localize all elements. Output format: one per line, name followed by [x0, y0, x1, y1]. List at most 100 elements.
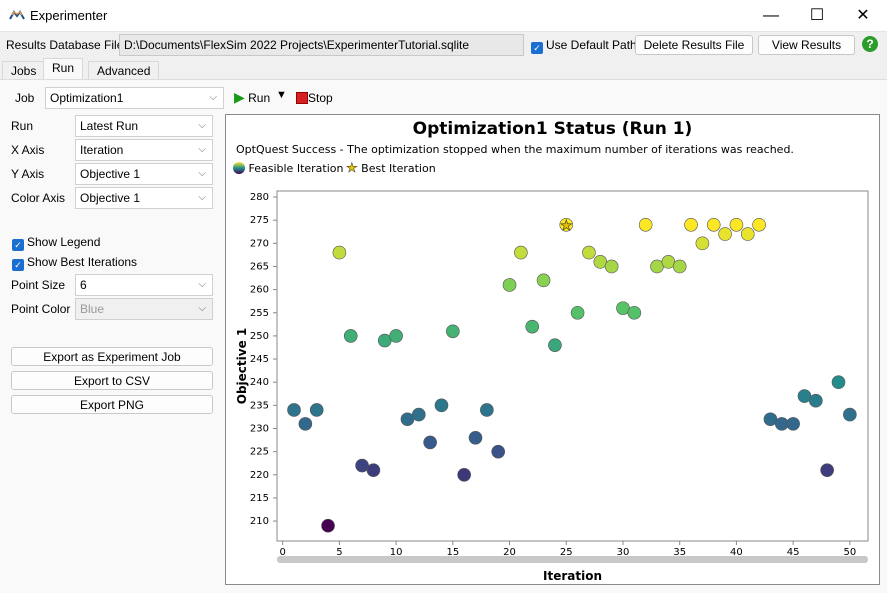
close-button[interactable]: ✕ — [856, 7, 870, 24]
run-select[interactable]: Latest Run ⌵ — [75, 115, 213, 137]
y-axis-label: Y Axis — [11, 167, 45, 181]
data-point — [366, 463, 381, 477]
view-results-button[interactable]: View Results — [758, 35, 855, 55]
data-point — [843, 407, 857, 422]
y-tick-label: 230 — [250, 424, 269, 435]
scatter-plot: 0 5 10 15 20 25 30 35 40 45 50 210 215 220 225 230 235 24… — [235, 190, 869, 583]
stop-icon — [296, 92, 308, 104]
data-point — [298, 417, 313, 431]
run-button[interactable]: ▶ Run — [234, 89, 270, 106]
chart-subtitle: OptQuest Success - The optimization stop… — [236, 143, 794, 156]
color-axis-value: Objective 1 — [80, 191, 141, 205]
data-point — [536, 273, 551, 288]
checkbox-checked-icon: ✓ — [12, 259, 24, 271]
x-tick-label: 45 — [787, 547, 800, 558]
point-color-value: Blue — [80, 302, 105, 316]
tab-advanced[interactable]: Advanced — [88, 61, 160, 80]
data-point — [706, 217, 721, 232]
chevron-down-icon: ⌵ — [209, 92, 217, 103]
x-tick-label: 20 — [503, 547, 516, 558]
point-color-label: Point Color — [11, 302, 71, 316]
tab-run[interactable]: Run — [43, 58, 84, 80]
minimize-button[interactable]: — — [763, 7, 779, 24]
data-point — [672, 259, 687, 274]
db-path-field[interactable]: D:\Documents\FlexSim 2022 Projects\Exper… — [119, 34, 524, 56]
tab-jobs[interactable]: Jobs — [2, 61, 46, 80]
data-point — [332, 245, 347, 260]
color-axis-select[interactable]: Objective 1 ⌵ — [75, 187, 213, 209]
x-tick-label: 40 — [730, 547, 743, 558]
data-point — [343, 329, 358, 343]
y-tick-label: 275 — [250, 215, 269, 226]
x-tick-label: 25 — [560, 547, 573, 558]
data-point — [480, 403, 494, 417]
data-point — [831, 375, 846, 390]
maximize-button[interactable]: ☐ — [809, 7, 825, 24]
data-point — [638, 217, 653, 232]
export-png-button[interactable]: Export PNG — [11, 395, 213, 414]
job-select[interactable]: Optimization1 ⌵ — [45, 87, 224, 109]
use-default-path-checkbox[interactable]: ✓ Use Default Path — [531, 38, 637, 54]
y-tick-label: 255 — [250, 308, 269, 319]
db-file-label: Results Database File — [6, 38, 124, 52]
help-icon[interactable]: ? — [862, 36, 878, 52]
export-csv-button[interactable]: Export to CSV — [11, 371, 213, 390]
feasible-legend-icon — [233, 162, 245, 174]
chevron-down-icon: ⌵ — [198, 168, 206, 179]
data-point — [559, 217, 574, 232]
x-tick-label: 15 — [446, 547, 459, 558]
best-iteration-star-icon: ★ — [560, 217, 573, 233]
data-point — [411, 407, 426, 422]
show-best-label: Show Best Iterations — [27, 255, 138, 269]
data-point — [570, 305, 585, 320]
play-icon: ▶ — [234, 89, 245, 105]
run-value: Latest Run — [80, 119, 139, 133]
job-label: Job — [15, 91, 35, 105]
run-label: Run — [11, 119, 34, 133]
y-tick-label: 220 — [250, 470, 269, 481]
point-size-select[interactable]: 6 ⌵ — [75, 274, 213, 296]
checkbox-checked-icon: ✓ — [531, 42, 543, 54]
chart-title: Optimization1 Status (Run 1) — [412, 119, 693, 139]
x-tick-label: 50 — [843, 547, 856, 558]
run-dropdown-arrow-icon[interactable]: ▼ — [276, 89, 287, 101]
y-tick-label: 225 — [250, 447, 269, 458]
plot-area — [276, 190, 869, 542]
y-tick-label: 250 — [250, 331, 269, 342]
horizontal-scrollbar[interactable] — [277, 556, 868, 563]
data-point — [446, 324, 460, 339]
y-tick-label: 235 — [250, 400, 269, 411]
window-title: Experimenter — [30, 8, 108, 23]
stop-button[interactable]: Stop — [296, 91, 333, 105]
y-axis-select[interactable]: Objective 1 ⌵ — [75, 163, 213, 185]
delete-results-button[interactable]: Delete Results File — [635, 35, 753, 55]
data-point — [604, 259, 619, 274]
x-tick-label: 5 — [336, 547, 342, 558]
stop-label: Stop — [308, 91, 333, 105]
data-point — [423, 435, 437, 450]
x-axis-value: Iteration — [80, 143, 124, 157]
point-size-value: 6 — [80, 278, 87, 292]
data-point — [684, 217, 698, 232]
chevron-down-icon: ⌵ — [198, 144, 206, 155]
export-experiment-job-button[interactable]: Export as Experiment Job — [11, 347, 213, 366]
y-axis-value: Objective 1 — [80, 167, 141, 181]
show-legend-checkbox[interactable]: ✓ Show Legend — [12, 235, 100, 251]
chevron-down-icon: ⌵ — [198, 303, 206, 314]
show-legend-label: Show Legend — [27, 235, 101, 249]
y-tick-label: 210 — [250, 516, 269, 527]
data-point — [729, 217, 744, 232]
data-point — [548, 338, 562, 352]
legend-best-label: Best Iteration — [361, 162, 436, 175]
x-tick-label: 10 — [390, 547, 403, 558]
y-tick-label: 245 — [250, 354, 269, 365]
legend-best: ★ Best Iteration — [346, 161, 436, 177]
chart-panel: Optimization1 Status (Run 1) OptQuest Su… — [225, 114, 880, 585]
y-tick-label: 260 — [250, 285, 269, 296]
y-tick-label: 240 — [250, 377, 269, 388]
data-point — [491, 444, 505, 459]
chevron-down-icon: ⌵ — [198, 120, 206, 131]
data-point — [389, 329, 403, 343]
show-best-iterations-checkbox[interactable]: ✓ Show Best Iterations — [12, 255, 137, 271]
x-axis-select[interactable]: Iteration ⌵ — [75, 139, 213, 161]
